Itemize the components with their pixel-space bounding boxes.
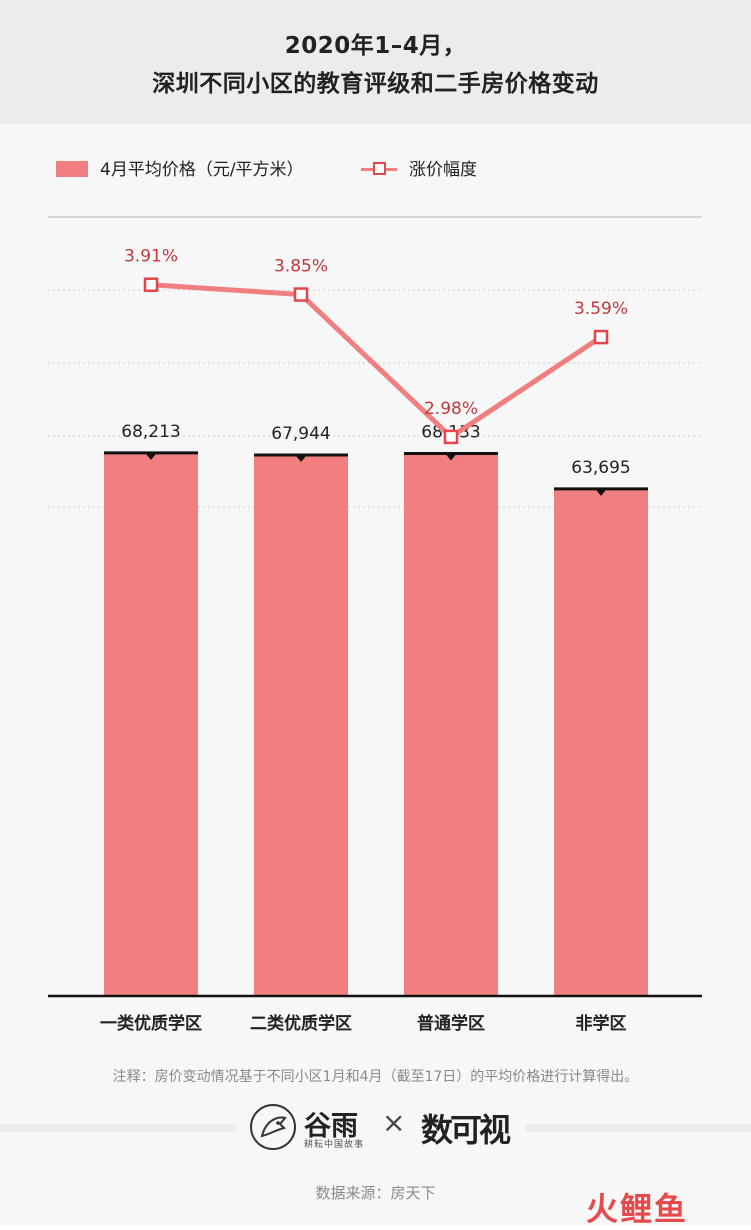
- bar-top-pointer-icon: [446, 454, 456, 461]
- chart-title-line2: 深圳不同小区的教育评级和二手房价格变动: [152, 71, 599, 97]
- bar-value-label: 68,213: [121, 422, 180, 442]
- bar-top-pointer-icon: [146, 453, 156, 460]
- logo-row: 谷雨 耕耘中国故事 × 数可视: [0, 1100, 751, 1156]
- increase-line-series: [150, 282, 603, 441]
- line-value-label: 3.85%: [274, 257, 328, 277]
- chart-title-line1: 2020年1–4月，: [284, 33, 467, 59]
- chart-area: 68,213一类优质学区67,944二类优质学区68,133普通学区63,695…: [48, 216, 702, 1034]
- bar-1: [104, 452, 198, 996]
- shukeshi-logo: 数可视: [421, 1111, 511, 1149]
- footnote: 注释：房价变动情况基于不同小区1月和4月（截至17日）的平均价格进行计算得出。: [112, 1069, 639, 1085]
- logo-divider-right: [526, 1124, 751, 1132]
- legend-bar-swatch: [56, 161, 88, 177]
- logo-divider-left: [0, 1124, 236, 1132]
- bar-3: [404, 453, 498, 997]
- bar-value-label: 67,944: [271, 424, 330, 444]
- line-marker-2: [293, 287, 309, 302]
- data-source: 数据来源：房天下: [315, 1184, 436, 1202]
- guyu-logo-name: 谷雨: [304, 1111, 358, 1142]
- line-marker-4: [593, 329, 609, 345]
- line-marker-1: [143, 277, 159, 292]
- bar-4: [554, 488, 648, 996]
- x-tick-label: 非学区: [576, 1013, 627, 1034]
- legend-label-increase: 涨价幅度: [409, 160, 477, 180]
- bar-top-pointer-icon: [296, 455, 306, 462]
- corner-watermark-logo: 火鲤鱼: [586, 1190, 689, 1228]
- title-band: 2020年1–4月， 深圳不同小区的教育评级和二手房价格变动: [0, 0, 751, 124]
- legend-label-price: 4月平均价格（元/平方米）: [100, 160, 304, 180]
- line-marker-3: [443, 429, 459, 445]
- bar-top-pointer-icon: [596, 489, 606, 496]
- legend-marker-icon: [373, 162, 386, 175]
- x-tick-label: 一类优质学区: [100, 1013, 202, 1034]
- bar-2: [254, 454, 348, 996]
- guyu-logo-icon: [250, 1104, 296, 1150]
- line-value-label: 2.98%: [424, 399, 478, 419]
- line-value-label: 3.59%: [574, 299, 628, 319]
- logo-separator: ×: [382, 1106, 406, 1139]
- guyu-logo-tagline: 耕耘中国故事: [304, 1140, 365, 1150]
- line-value-label: 3.91%: [124, 247, 178, 267]
- bar-value-label: 63,695: [571, 458, 630, 478]
- x-tick-label: 普通学区: [417, 1013, 485, 1034]
- x-tick-label: 二类优质学区: [250, 1013, 352, 1034]
